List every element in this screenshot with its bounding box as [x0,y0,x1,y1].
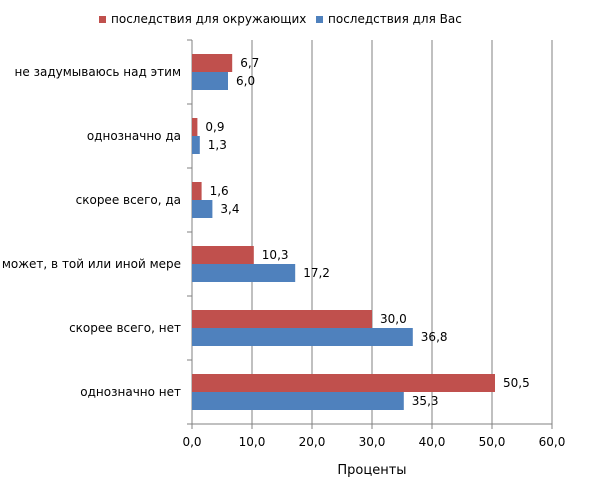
legend-swatch [99,16,106,23]
data-label: 1,3 [208,138,227,152]
bar-series-2 [192,200,213,218]
x-tick-label: 0,0 [182,435,201,449]
legend-swatch [316,16,323,23]
bar-series-2 [192,328,413,346]
category-label: может, в той или иной мере [2,257,181,271]
x-tick-label: 10,0 [239,435,266,449]
data-label: 36,8 [421,330,448,344]
bar-series-2 [192,72,228,90]
x-tick-label: 60,0 [539,435,566,449]
category-label: однозначно да [87,129,181,143]
data-label: 17,2 [303,266,330,280]
bar-series-2 [192,392,404,410]
bar-series-2 [192,136,200,154]
data-label: 6,0 [236,74,255,88]
data-label: 0,9 [205,120,224,134]
data-label: 3,4 [220,202,239,216]
category-label: скорее всего, нет [69,321,181,335]
bar-series-1 [192,54,233,72]
category-label: однозначно нет [80,385,181,399]
data-label: 35,3 [412,394,439,408]
data-label: 30,0 [380,312,407,326]
x-tick-label: 50,0 [479,435,506,449]
data-label: 1,6 [210,184,229,198]
category-label: не задумываюсь над этим [15,65,181,79]
bar-series-1 [192,246,254,264]
bar-series-1 [192,182,202,200]
legend-label: последствия для Вас [328,12,462,26]
data-label: 50,5 [503,376,530,390]
bar-series-1 [192,310,372,328]
x-tick-label: 20,0 [299,435,326,449]
bar-series-1 [192,374,495,392]
category-label: скорее всего, да [76,193,181,207]
data-label: 10,3 [262,248,289,262]
bar-series-1 [192,118,198,136]
legend-label: последствия для окружающих [111,12,306,26]
bar-series-2 [192,264,296,282]
data-label: 6,7 [240,56,259,70]
x-tick-label: 40,0 [419,435,446,449]
x-axis-title: Проценты [337,463,406,478]
x-tick-label: 30,0 [359,435,386,449]
